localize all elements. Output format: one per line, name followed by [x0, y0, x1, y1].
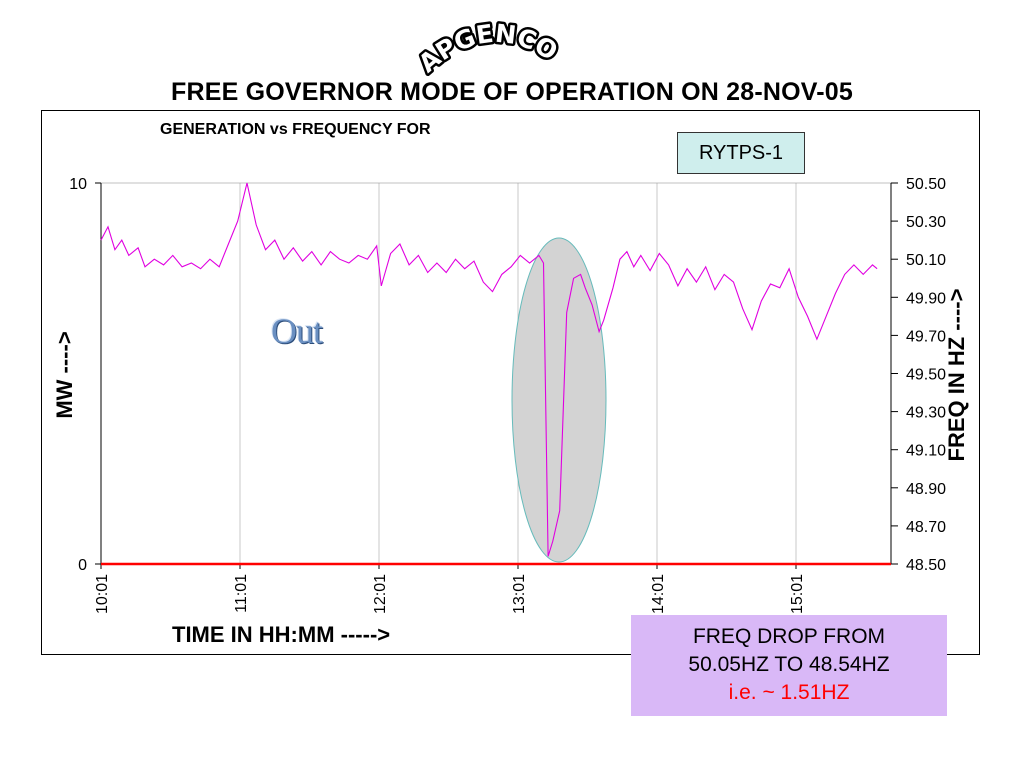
chart-title: GENERATION vs FREQUENCY FOR	[160, 121, 431, 138]
y-right-tick-label: 49.30	[906, 405, 946, 422]
x-tick-label: 12:01	[372, 574, 389, 614]
x-tick-label: 11:01	[233, 574, 250, 613]
y-axis-title-right: FREQ IN HZ ---->	[944, 288, 969, 462]
y-left-tick-label: 0	[78, 557, 87, 574]
x-tick-label: 10:01	[94, 574, 111, 614]
frequency-drop-note: FREQ DROP FROM 50.05HZ TO 48.54HZ i.e. ~…	[631, 615, 947, 716]
chart-frame	[41, 110, 980, 655]
y-right-tick-label: 50.50	[906, 176, 946, 193]
page-title: FREE GOVERNOR MODE OF OPERATION ON 28-NO…	[170, 78, 854, 106]
note-line-1: FREQ DROP FROM	[692, 625, 886, 648]
y-right-tick-label: 49.50	[906, 367, 946, 384]
y-axis-title-left: MW ---->	[52, 331, 77, 419]
y-right-tick-label: 49.10	[906, 443, 946, 460]
x-axis-title: TIME IN HH:MM ----->	[172, 622, 391, 647]
x-tick-label: 15:01	[789, 574, 806, 614]
y-right-tick-label: 50.30	[906, 214, 946, 231]
note-line-2: 50.05HZ TO 48.54HZ	[688, 653, 890, 676]
x-tick-label: 14:01	[650, 574, 667, 614]
y-right-tick-label: 49.70	[906, 328, 946, 345]
series-line-frequency	[100, 182, 878, 557]
tick-labels: 10:01 11:01 12:01 13:01 14:01 15:01 0 10 48.50 48…	[69, 176, 946, 614]
y-right-tick-label: 48.50	[906, 557, 946, 574]
drop-highlight-ellipse	[511, 237, 607, 563]
note-line-3: i.e. ~ 1.51HZ	[728, 681, 850, 704]
y-left-tick-label: 10	[69, 176, 87, 193]
y-right-tick-label: 48.90	[906, 481, 946, 498]
y-right-tick-label: 50.10	[906, 252, 946, 269]
y-right-tick-label: 48.70	[906, 519, 946, 536]
org-name-arc: APGENCO APGENCO	[410, 16, 565, 81]
plot-area-border	[100, 182, 892, 565]
y-right-tick-label: 49.90	[906, 290, 946, 307]
unit-label-box: RYTPS-1	[677, 132, 805, 174]
axes	[95, 182, 898, 569]
out-annotation: Out	[271, 311, 323, 351]
x-tick-label: 13:01	[511, 574, 528, 614]
